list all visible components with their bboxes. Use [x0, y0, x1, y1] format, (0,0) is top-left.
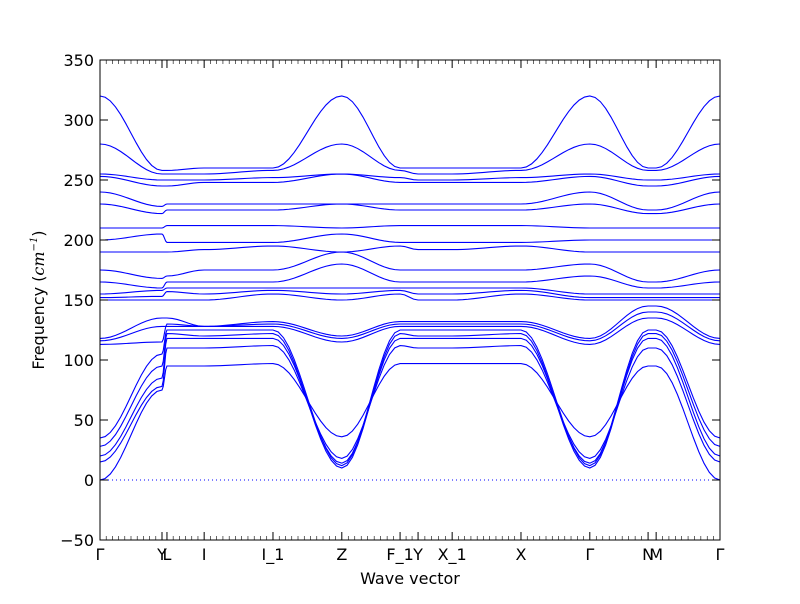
x-minor-ticks — [105, 60, 714, 540]
x-tick-label: Γ — [716, 545, 725, 564]
y-tick-label: 0 — [84, 471, 94, 490]
band-line-9 — [99, 289, 720, 299]
band-line-16 — [99, 203, 721, 215]
band-line-10 — [99, 287, 720, 295]
band-line-5 — [99, 317, 721, 345]
y-axis-label-close: ) — [29, 230, 48, 236]
x-tick-label: F_1 — [386, 545, 413, 565]
y-tick-label: 200 — [63, 231, 94, 250]
band-line-0 — [99, 363, 721, 481]
y-tick-label: 300 — [63, 111, 94, 130]
band-line-19 — [99, 173, 721, 181]
band-line-7 — [99, 305, 721, 339]
y-tick-label: −50 — [60, 531, 94, 550]
y-tick-label: 250 — [63, 171, 94, 190]
band-line-17 — [99, 191, 721, 211]
band-line-18 — [99, 173, 721, 187]
band-line-1 — [99, 345, 721, 463]
band-line-15 — [100, 225, 720, 229]
y-tick-label: 50 — [74, 411, 94, 430]
x-tick-label: M — [649, 545, 663, 564]
x-tick-label: I_1 — [262, 545, 285, 565]
y-tick-label: 100 — [63, 351, 94, 370]
y-tick-label: 150 — [63, 291, 94, 310]
x-tick-label: Γ — [585, 545, 594, 564]
x-axis-label: Wave vector — [360, 569, 460, 588]
band-line-11 — [99, 263, 721, 289]
y-tick-label: 350 — [63, 51, 94, 70]
y-axis-label-exponent: −1 — [29, 237, 40, 252]
x-tick-label: I — [202, 545, 207, 564]
x-tick-label: L — [162, 545, 171, 564]
x-tick-label: Z — [336, 545, 347, 564]
x-tick-label: Y — [412, 545, 423, 564]
band-line-21 — [99, 95, 721, 171]
band-line-13 — [100, 245, 720, 253]
x-tick-label: Γ — [96, 545, 105, 564]
y-axis-ticks: −50 0 50 100 150 200 250 300 350 — [60, 51, 720, 550]
x-tick-label: Y — [156, 545, 167, 564]
x-tick-label: N — [642, 545, 654, 564]
y-axis-label: Frequency (cm−1) — [29, 230, 48, 369]
bands-layer — [99, 95, 721, 481]
y-axis-label-main: Frequency ( — [29, 276, 48, 370]
band-line-3 — [99, 333, 721, 469]
band-line-4 — [99, 329, 721, 467]
x-axis-ticks: Γ YL I I_1 Z F_1 Y X_1 X Γ NM Γ — [96, 60, 725, 565]
band-line-20 — [99, 143, 721, 175]
band-line-14 — [99, 233, 720, 243]
band-line-8 — [100, 293, 720, 301]
x-tick-label: X_1 — [438, 545, 467, 565]
y-axis-label-unit: cm — [29, 251, 48, 275]
band-line-12 — [99, 251, 721, 283]
band-line-6 — [99, 311, 721, 342]
x-tick-label: X — [515, 545, 526, 564]
